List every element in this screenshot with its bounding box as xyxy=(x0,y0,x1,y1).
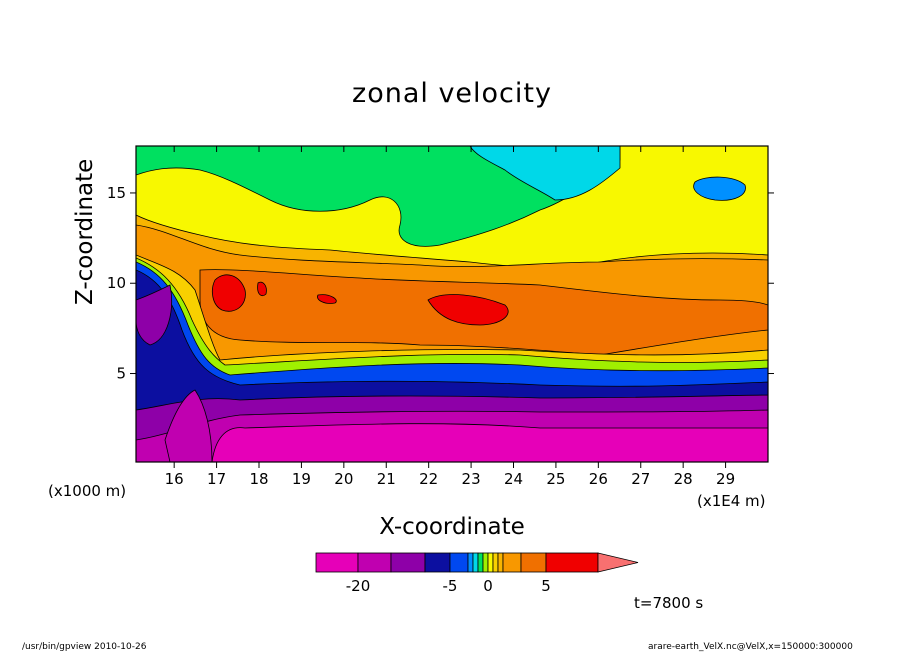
colorbar-cell xyxy=(487,552,494,573)
contour-band xyxy=(136,146,621,247)
colorbar-cell xyxy=(467,552,474,573)
x-tick-label: 26 xyxy=(589,470,608,488)
colorbar-cell xyxy=(357,552,392,573)
x-tick-label: 27 xyxy=(631,470,650,488)
footer-right: arare-earth_VelX.nc@VelX,x=150000:300000 xyxy=(648,642,853,652)
y-axis: 5 10 15 xyxy=(107,184,774,383)
colorbar-cell xyxy=(390,552,426,573)
x-axis: 16 17 18 19 20 21 22 23 24 25 26 27 28 29 xyxy=(165,146,735,488)
colorbar-cell xyxy=(520,552,547,573)
x-tick-label: 19 xyxy=(292,470,311,488)
colorbar-tick-label: -5 xyxy=(443,577,458,595)
colorbar-cell xyxy=(477,552,484,573)
colorbar-cell xyxy=(502,552,522,573)
x-tick-label: 17 xyxy=(207,470,226,488)
colorbar: -20 -5 0 5 xyxy=(315,552,639,595)
colorbar-tick-label: 5 xyxy=(541,577,551,595)
y-tick-label: 10 xyxy=(107,274,126,292)
x-tick-label: 29 xyxy=(716,470,735,488)
x-tick-label: 23 xyxy=(462,470,481,488)
colorbar-cell xyxy=(545,552,599,573)
contour-band xyxy=(136,284,172,346)
x-tick-label: 16 xyxy=(165,470,184,488)
x-tick-label: 25 xyxy=(546,470,565,488)
colorbar-cell xyxy=(497,552,504,573)
colorbar-cell xyxy=(472,552,479,573)
footer-left: /usr/bin/gpview 2010-10-26 xyxy=(22,642,147,652)
colorbar-cell xyxy=(424,552,451,573)
colorbar-cell xyxy=(315,552,359,573)
y-axis-label: Z-coordinate xyxy=(72,158,98,305)
x-tick-label: 24 xyxy=(504,470,523,488)
x-tick-label: 28 xyxy=(674,470,693,488)
x-axis-label: X-coordinate xyxy=(379,514,525,540)
contour-band xyxy=(469,146,621,201)
colorbar-tick-label: 0 xyxy=(483,577,493,595)
x-tick-label: 20 xyxy=(334,470,353,488)
contour-band xyxy=(211,274,509,326)
x-tick-label: 18 xyxy=(249,470,268,488)
x-tick-label: 21 xyxy=(377,470,396,488)
contour-band xyxy=(693,176,746,201)
plot-frame xyxy=(135,145,769,463)
y-axis-multiplier: (x1000 m) xyxy=(48,482,127,500)
x-tick-label: 22 xyxy=(419,470,438,488)
colorbar-cell xyxy=(482,552,489,573)
contour-band xyxy=(164,389,213,462)
y-tick-label: 15 xyxy=(107,184,126,202)
contour-field xyxy=(136,146,768,462)
x-axis-multiplier: (x1E4 m) xyxy=(697,492,766,510)
y-tick-label: 5 xyxy=(116,365,126,383)
contour-band xyxy=(211,423,768,462)
time-stamp: t=7800 s xyxy=(634,594,704,612)
colorbar-tick-label: -20 xyxy=(346,577,371,595)
colorbar-cell xyxy=(449,552,469,573)
chart-title: zonal velocity xyxy=(352,78,552,109)
colorbar-cell xyxy=(492,552,499,573)
colorbar-extend-arrow xyxy=(597,552,639,573)
